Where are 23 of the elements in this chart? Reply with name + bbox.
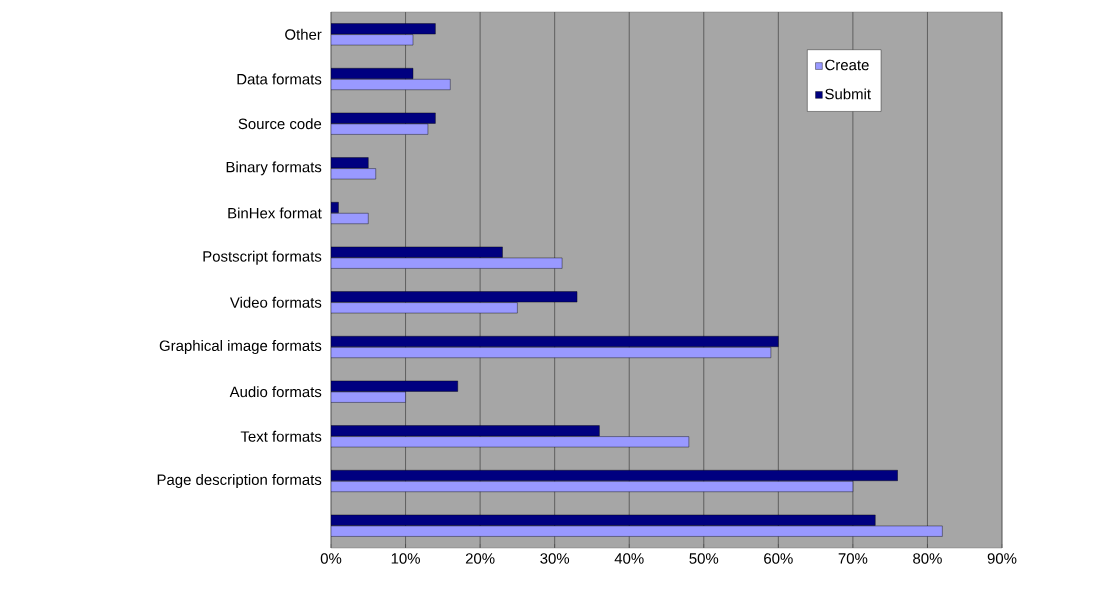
y-tick-label: Postscript formats <box>203 250 322 265</box>
x-tick-label: 30% <box>540 553 570 564</box>
y-tick-label: Text formats <box>240 430 322 442</box>
x-tick-label: 70% <box>838 553 868 564</box>
y-tick-label: Audio formats <box>229 386 322 398</box>
y-tick-label: Binary formats <box>226 161 322 176</box>
y-tick-label: Video formats <box>229 296 322 308</box>
y-tick-label: Source code <box>238 118 322 130</box>
x-tick-label: 10% <box>391 553 420 564</box>
x-tick-label: 20% <box>465 553 495 564</box>
legend-label: Submit <box>825 88 871 100</box>
y-tick-label: Other <box>285 28 322 40</box>
x-tick-label: 50% <box>689 553 719 564</box>
y-tick-label: Graphical image formats <box>159 340 322 354</box>
y-tick-label: BinHex format <box>228 207 322 219</box>
x-tick-label: 90% <box>987 553 1017 564</box>
x-tick-label: 40% <box>614 553 644 564</box>
y-tick-label: Data formats <box>237 73 322 85</box>
x-tick-label: 60% <box>764 553 793 564</box>
y-tick-label: Page description formats <box>157 474 322 488</box>
x-tick-label: 0% <box>320 553 342 564</box>
x-tick-label: 80% <box>913 553 942 564</box>
legend-label: Create <box>825 59 869 71</box>
